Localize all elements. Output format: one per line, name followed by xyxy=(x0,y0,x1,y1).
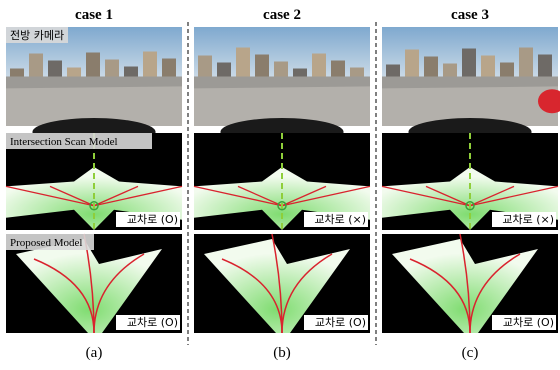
caption: (c) xyxy=(462,345,479,361)
building xyxy=(424,57,438,77)
building xyxy=(217,63,231,77)
building xyxy=(86,53,100,77)
building xyxy=(255,55,269,77)
row-label: Intersection Scan Model xyxy=(10,136,118,148)
building xyxy=(312,54,326,77)
scan-tag: 교차로 (O) xyxy=(127,213,178,226)
proposed-tag: 교차로 (O) xyxy=(127,316,178,329)
building xyxy=(124,67,138,77)
proposed-tag: 교차로 (O) xyxy=(503,316,554,329)
building xyxy=(198,56,212,77)
column-title: case 1 xyxy=(75,7,113,23)
building xyxy=(481,56,495,77)
building xyxy=(293,69,307,77)
building xyxy=(143,52,157,77)
building xyxy=(236,48,250,77)
building xyxy=(538,55,552,77)
building xyxy=(10,69,24,77)
column-title: case 3 xyxy=(451,7,489,23)
caption: (b) xyxy=(273,345,291,361)
building xyxy=(48,61,62,77)
building xyxy=(443,64,457,77)
building xyxy=(350,68,364,77)
building xyxy=(162,59,176,77)
scan-tag: 교차로 (×) xyxy=(502,213,554,226)
building xyxy=(331,61,345,77)
building xyxy=(29,54,43,77)
caption: (a) xyxy=(86,345,103,361)
row-label: 전방 카메라 xyxy=(10,29,64,42)
scan-tag: 교차로 (×) xyxy=(314,213,366,226)
building xyxy=(462,49,476,77)
building xyxy=(519,48,533,77)
figure: case 1 교차로 (O) 교차로 (O) (a) case 2 교차로 (×) 교차로 … xyxy=(0,0,560,370)
building xyxy=(274,62,288,77)
building xyxy=(405,50,419,77)
building xyxy=(500,63,514,77)
proposed-tag: 교차로 (O) xyxy=(315,316,366,329)
building xyxy=(105,60,119,77)
building xyxy=(67,68,81,77)
row-label: Proposed Model xyxy=(10,237,82,249)
building xyxy=(386,65,400,77)
column-title: case 2 xyxy=(263,7,301,23)
